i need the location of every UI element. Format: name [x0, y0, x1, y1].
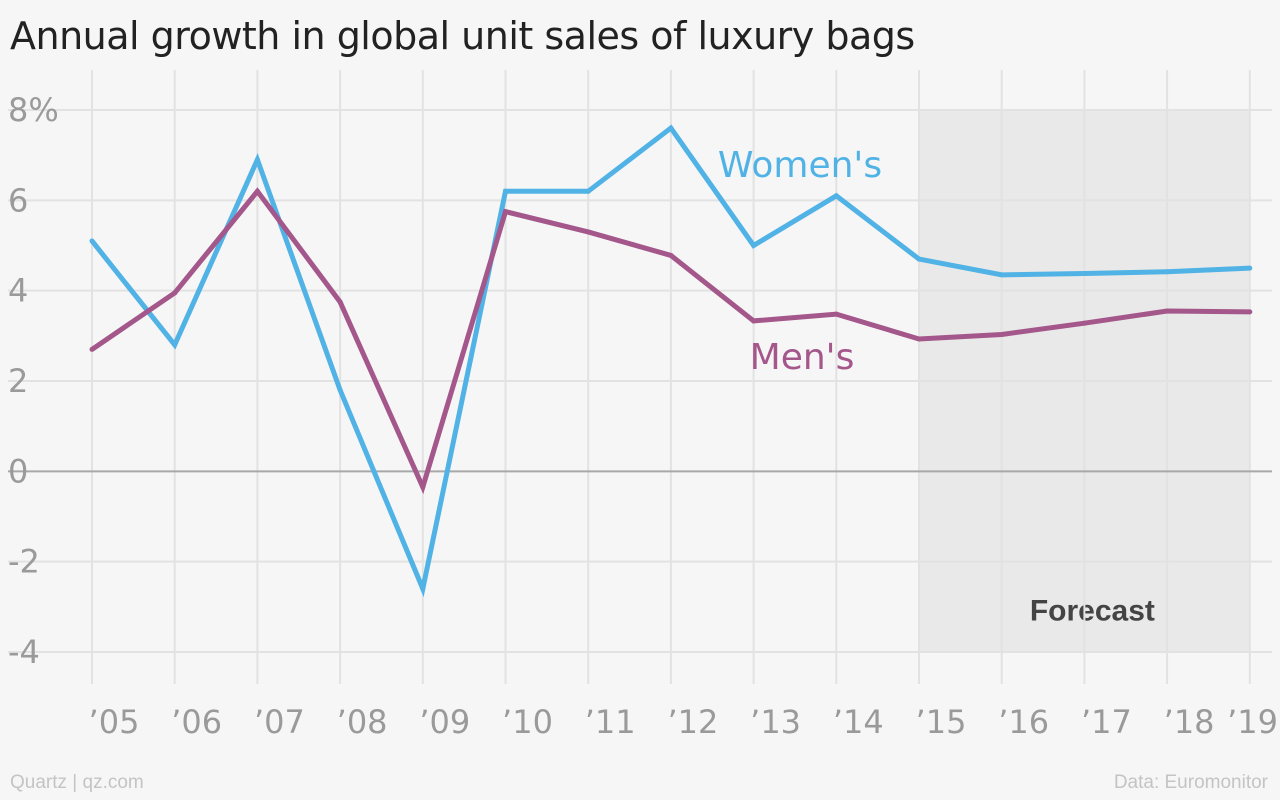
data-point [337, 387, 343, 393]
grid-lines [8, 70, 1272, 684]
y-tick-label: 8% [8, 91, 59, 129]
series-label: Men's [750, 337, 855, 378]
data-point [833, 193, 839, 199]
data-point [254, 157, 260, 163]
data-point [916, 336, 922, 342]
data-point [916, 256, 922, 262]
data-point [585, 188, 591, 194]
footer-source-left: Quartz | qz.com [10, 772, 144, 793]
data-point [89, 346, 95, 352]
data-point [1164, 269, 1170, 275]
y-tick-label: 0 [8, 452, 28, 490]
data-point [668, 252, 674, 258]
data-point [668, 125, 674, 131]
series-label: Women's [718, 145, 882, 186]
x-tick-label: ’14 [833, 703, 884, 741]
y-tick-label: -4 [8, 633, 40, 671]
data-point [751, 318, 757, 324]
data-point [1081, 320, 1087, 326]
x-tick-label: ’08 [337, 703, 388, 741]
data-point [1081, 271, 1087, 277]
forecast-label: Forecast [1030, 594, 1155, 627]
data-point [89, 238, 95, 244]
data-point [503, 209, 508, 215]
x-tick-label: ’16 [998, 703, 1049, 741]
y-tick-label: 6 [8, 181, 28, 219]
x-tick-label: ’13 [750, 703, 801, 741]
data-point [503, 188, 508, 194]
data-point [337, 299, 343, 305]
x-tick-label: ’18 [1164, 703, 1215, 741]
data-point [1247, 265, 1253, 271]
x-tick-label: ’09 [419, 703, 470, 741]
x-tick-label: ’19 [1227, 703, 1278, 741]
series-lines [89, 124, 1253, 598]
data-point [999, 272, 1005, 278]
x-axis-ticks: ’05 ’06 ’07 ’08 ’09 ’10 ’11 ’12 ’13 ’14 ’15 ’16 ’17 ’… [89, 703, 1278, 741]
data-point [751, 243, 757, 248]
y-tick-label: -2 [8, 543, 40, 581]
data-point [585, 229, 591, 235]
y-axis-ticks: 8% 6 4 2 0 -2 -4 [8, 91, 59, 671]
x-tick-label: ’07 [254, 703, 305, 741]
x-tick-label: ’05 [89, 703, 140, 741]
y-tick-label: 2 [8, 362, 28, 400]
x-tick-label: ’15 [916, 703, 967, 741]
series-labels: Women's Men's [718, 145, 882, 378]
data-point [833, 311, 839, 317]
data-point [172, 290, 178, 296]
x-tick-label: ’06 [171, 703, 222, 741]
x-tick-label: ’11 [585, 703, 636, 741]
x-tick-label: ’10 [502, 703, 553, 741]
data-point [420, 586, 426, 592]
data-point [172, 342, 178, 348]
data-point [1164, 308, 1170, 314]
chart-title: Annual growth in global unit sales of lu… [10, 14, 915, 58]
data-point [420, 484, 426, 490]
footer-source-right: Data: Euromonitor [1113, 772, 1268, 793]
x-tick-label: ’17 [1081, 703, 1132, 741]
data-point [1247, 309, 1253, 315]
data-point [999, 331, 1005, 337]
data-point [254, 188, 260, 194]
y-tick-label: 4 [8, 272, 28, 310]
x-tick-label: ’12 [667, 703, 718, 741]
